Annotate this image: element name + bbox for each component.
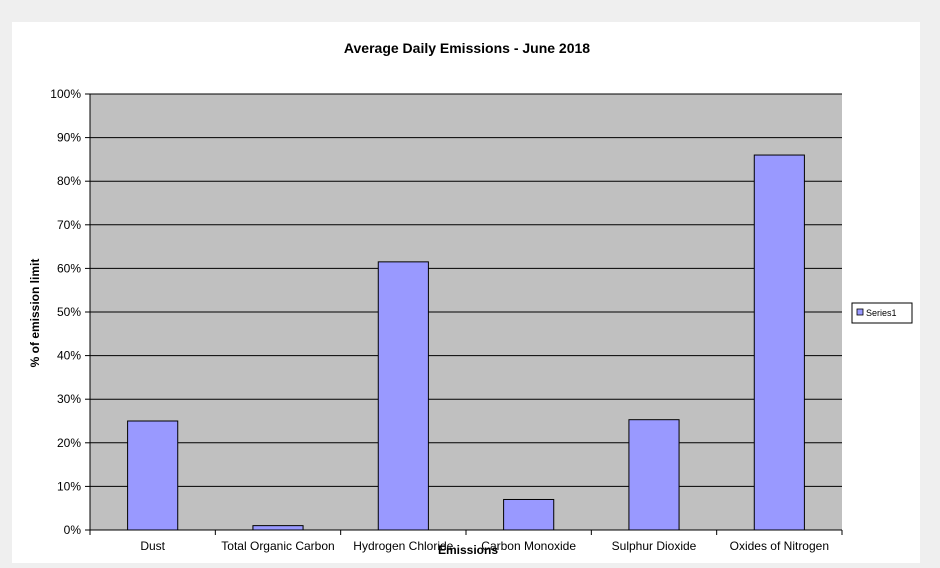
chart-container: Average Daily Emissions - June 2018 0% 10… [12,22,920,563]
legend: Series1 [851,302,913,324]
bar-hydrogen-chloride [377,261,429,531]
y-tick-label: 60% [57,261,81,275]
bar-sulphur-dioxide [628,419,680,531]
bar-carbon-monoxide [503,498,555,531]
bar-total-organic-carbon [252,525,304,531]
y-axis-tick-labels: 0% 10% 20% 30% 40% 50% 60% 70% 80% 90% 100% [50,87,81,537]
y-tick-label: 10% [57,479,81,493]
legend-box [851,302,913,324]
x-axis-tick-labels: Dust Total Organic Carbon Hydrogen Chlorid… [140,539,829,553]
gridlines [90,93,842,487]
y-tick-label: 40% [57,349,81,363]
y-tick-label: 30% [57,392,81,406]
bar-oxides-of-nitrogen [753,154,805,531]
y-tick-label: 70% [57,218,81,232]
y-tick-label: 90% [57,131,81,145]
bar-chart: Average Daily Emissions - June 2018 0% 10… [28,40,913,557]
y-tick-label: 100% [50,87,81,101]
x-tick-label: Oxides of Nitrogen [730,539,829,553]
axes [85,93,843,535]
y-tick-label: 0% [64,523,82,537]
bars [127,154,805,531]
y-axis-label: % of emission limit [28,259,42,368]
legend-swatch [856,308,864,316]
y-tick-label: 20% [57,436,81,450]
x-tick-label: Dust [140,539,165,553]
y-tick-label: 50% [57,305,81,319]
x-tick-label: Total Organic Carbon [221,539,334,553]
x-tick-label: Carbon Monoxide [481,539,576,553]
x-axis-label: Emissions [438,543,498,557]
legend-label-series1: Series1 [866,308,897,318]
x-tick-label: Sulphur Dioxide [612,539,697,553]
chart-title: Average Daily Emissions - June 2018 [344,40,590,56]
y-tick-label: 80% [57,174,81,188]
x-tick-label: Hydrogen Chloride [353,539,453,553]
bar-dust [127,420,179,531]
